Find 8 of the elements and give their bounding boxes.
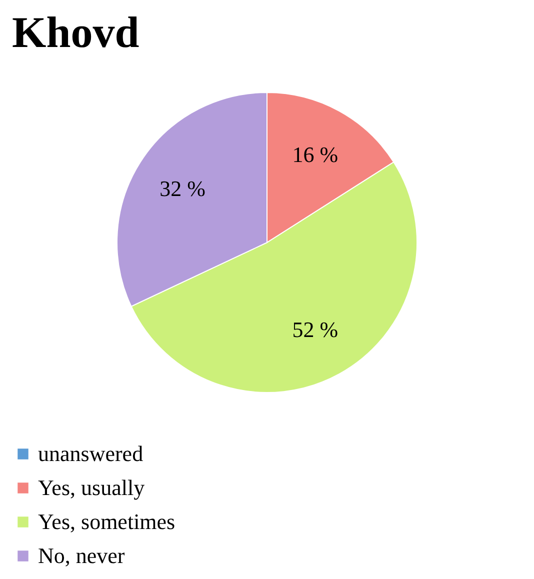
legend-label: Yes, sometimes <box>38 509 176 534</box>
data-label: 52 % <box>292 317 338 342</box>
data-label: 32 % <box>160 176 206 201</box>
legend-label: unanswered <box>38 441 144 466</box>
legend-label: No, never <box>38 543 126 568</box>
chart-title: Khovd <box>12 8 140 57</box>
legend-label: Yes, usually <box>38 475 145 500</box>
data-label: 16 % <box>292 142 338 167</box>
